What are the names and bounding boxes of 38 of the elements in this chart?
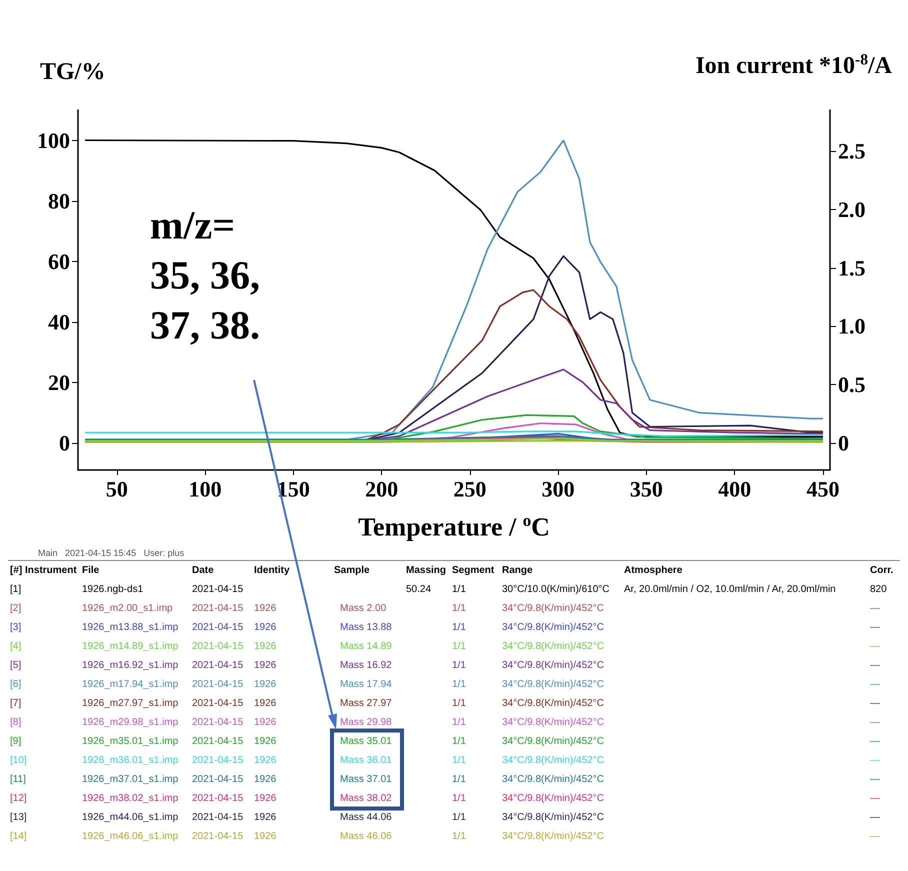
x-tick-label: 200 (365, 476, 398, 502)
text: [#] Instrument File Date Identity Sample Massing Segment Range Atmosphere Corr. (10, 564, 894, 576)
text: Main 2021-04-15 15:45 User: plus (38, 548, 186, 558)
y2-tick-label: 0.5 (838, 372, 866, 398)
text: [4] 1926_m14.89_s1.imp 2021-04-15 1926 Mass 14.89 1/1 34°C/9.8(K/min)/452°C — (10, 640, 880, 652)
text: [13] 1926_m44.06_s1.imp 2021-04-15 1926 Mass 44.06 1/1 34°C/9.8(K/min)/452°C — (10, 812, 880, 822)
x-tick-label: 100 (188, 476, 222, 502)
x-tick-label: 250 (453, 476, 486, 502)
x-tick-label: 300 (542, 476, 575, 502)
y-tick-label: 100 (37, 128, 70, 153)
text: [12] 1926_m38.02_s1.imp 2021-04-15 1926 Mass 38.02 1/1 34°C/9.8(K/min)/452°C — (10, 792, 880, 804)
text: [3] 1926_m13.88_s1.imp 2021-04-15 1926 Mass 13.88 1/1 34°C/9.8(K/min)/452°C — (10, 622, 880, 632)
text: [9] 1926_m35.01_s1.imp 2021-04-15 1926 Mass 35.01 1/1 34°C/9.8(K/min)/452°C — (10, 736, 880, 746)
x-tick-label: 400 (718, 476, 752, 502)
y-tick-label: 80 (48, 188, 70, 214)
text: [2] 1926_m2.00_s1.imp 2021-04-15 1926 Mass 2.00 1/1 34°C/9.8(K/min)/452°C — (10, 602, 880, 614)
y-tick-label: 20 (48, 370, 70, 395)
y2-tick-label: 2.5 (838, 138, 866, 164)
y2-tick-label: 1.5 (838, 255, 866, 280)
y2-tick-label: 1.0 (838, 314, 866, 339)
y2-tick-label: 2.0 (838, 196, 866, 222)
text: [7] 1926_m27.97_s1.imp 2021-04-15 1926 Mass 27.97 1/1 34°C/9.8(K/min)/452°C — (10, 698, 880, 708)
annotation: m/z= 35, 36, 37, 38. (150, 202, 260, 348)
text: [11] 1926_m37.01_s1.imp 2021-04-15 1926 Mass 37.01 1/1 34°C/9.8(K/min)/452°C — (10, 774, 880, 784)
text: [6] 1926_m17.94_s1.imp 2021-04-15 1926 Mass 17.94 1/1 34°C/9.8(K/min)/452°C — (10, 678, 880, 690)
y-axis-title: TG/% (40, 59, 106, 85)
text: [1] 1926.ngb-ds1 2021-04-15 50.24 1/1 30°C/10.0(K/min)/610°C Ar, 20.0ml/min / O2, 10.0ml/min / Ar, 20.0ml/min 820 (10, 584, 887, 594)
text: [14] 1926_m46.06_s1.imp 2021-04-15 1926 Mass 46.06 1/1 34°C/9.8(K/min)/452°C — (10, 830, 880, 842)
x-tick-label: 50 (106, 476, 128, 502)
text: [8] 1926_m29.98_s1.imp 2021-04-15 1926 Mass 29.98 1/1 34°C/9.8(K/min)/452°C — (10, 716, 880, 728)
y-tick-label: 40 (48, 309, 70, 334)
x-tick-label: 350 (630, 476, 663, 502)
y-tick-label: 60 (48, 248, 70, 274)
x-tick-label: 450 (806, 476, 840, 502)
text: [10] 1926_m36.01_s1.imp 2021-04-15 1926 Mass 36.01 1/1 34°C/9.8(K/min)/452°C — (10, 754, 880, 766)
y2-tick-label: 0 (838, 430, 849, 456)
text: [5] 1926_m16.92_s1.imp 2021-04-15 1926 Mass 16.92 1/1 34°C/9.8(K/min)/452°C — (10, 660, 880, 670)
y-tick-label: 0 (59, 430, 70, 456)
